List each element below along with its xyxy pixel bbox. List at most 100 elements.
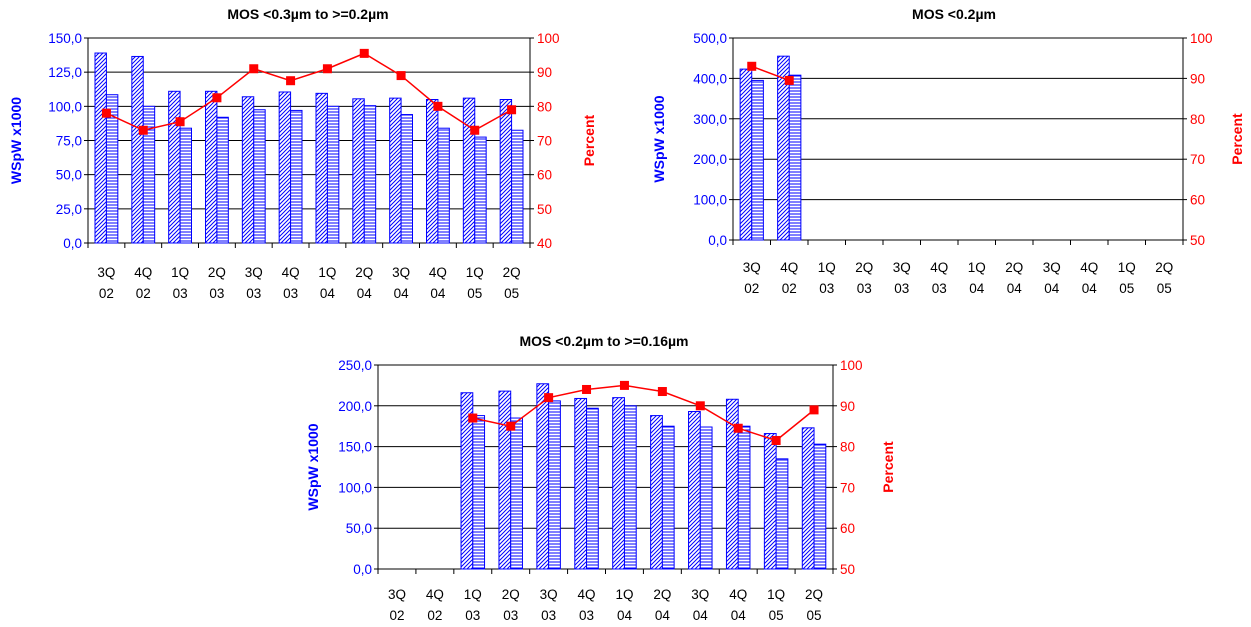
chart-mos-02-016: MOS <0.2µm to >=0.16µm 0,0 50,0 100,0 150,0 2…	[305, 333, 896, 623]
bar-horizontal	[179, 127, 193, 244]
x-tick-label: 3Q 04	[1043, 260, 1061, 296]
chart-title: MOS <0.3µm to >=0.2µm	[227, 6, 388, 22]
bar-horizontal	[510, 417, 523, 570]
chart-mos-02: MOS <0.2µm 0,0 100,0 200,0 300,0 400,0 500,0 50…	[651, 6, 1245, 296]
y-tick-label: 125,0	[48, 65, 82, 80]
chart-mos-03-02: MOS <0.3µm to >=0.2µm 0,0 25,0 50,0 75,0 100,…	[8, 6, 597, 301]
percent-marker	[396, 71, 406, 81]
bar-horizontal	[737, 425, 751, 570]
x-tick-label: 3Q 04	[392, 265, 410, 301]
y2-tick-label: 70	[1190, 152, 1205, 167]
percent-marker	[359, 48, 369, 58]
percent-marker	[544, 393, 554, 403]
y2-tick-label: 80	[537, 99, 552, 114]
y-axis-label: WSpW x1000	[651, 95, 667, 182]
bar-horizontal	[363, 105, 377, 244]
y2-tick-label: 60	[1190, 193, 1205, 208]
x-tick-label: 1Q 05	[1118, 260, 1136, 296]
bar-diagonal	[278, 91, 292, 244]
x-tick-label: 1Q 05	[767, 587, 785, 623]
y-tick-label: 250,0	[338, 358, 372, 373]
bar-diagonal	[536, 383, 550, 570]
y-tick-label: 0,0	[353, 562, 372, 577]
x-tick-label: 1Q 05	[466, 265, 484, 301]
x-tick-label: 1Q 04	[968, 260, 986, 296]
y2-tick-label: 90	[1190, 71, 1205, 86]
bar-horizontal	[775, 458, 789, 570]
bar-horizontal	[326, 105, 340, 244]
bar-horizontal	[142, 105, 156, 244]
x-tick-label: 1Q 04	[318, 265, 336, 301]
percent-marker	[138, 125, 148, 135]
percent-marker	[733, 423, 743, 433]
bar-diagonal	[739, 68, 753, 241]
y2-tick-label: 70	[537, 134, 552, 149]
x-tick-label: 1Q 03	[818, 260, 836, 296]
bar-diagonal	[688, 411, 701, 570]
y2-tick-label: 90	[537, 65, 552, 80]
percent-marker	[286, 76, 296, 86]
percent-marker	[657, 387, 667, 397]
y-axis-label: WSpW x1000	[305, 423, 321, 510]
x-tick-label: 1Q 03	[464, 587, 482, 623]
percent-marker	[771, 435, 781, 445]
percent-marker	[322, 64, 332, 74]
bar-horizontal	[699, 426, 713, 570]
bar-horizontal	[105, 94, 119, 244]
x-tick-label: 3Q 02	[743, 260, 761, 296]
y2-axis-label: Percent	[581, 114, 597, 166]
bar-horizontal	[813, 443, 827, 570]
bar-diagonal	[389, 97, 402, 244]
y-tick-label: 50,0	[56, 168, 82, 183]
y2-tick-label: 80	[1190, 112, 1205, 127]
x-tick-label: 1Q 03	[171, 265, 189, 301]
x-tick-label: 3Q 03	[893, 260, 911, 296]
y2-tick-label: 50	[537, 202, 552, 217]
x-tick-label: 4Q 03	[578, 587, 596, 623]
bar-horizontal	[788, 74, 802, 241]
percent-marker	[212, 93, 222, 103]
percent-marker	[101, 108, 111, 118]
y2-tick-label: 60	[537, 168, 552, 183]
bar-diagonal	[241, 96, 255, 244]
bar-diagonal	[315, 92, 328, 244]
percent-line	[751, 65, 790, 82]
x-tick-label: 4Q 03	[930, 260, 948, 296]
x-tick-label: 2Q 04	[355, 265, 373, 301]
percent-marker	[747, 61, 757, 71]
percent-marker	[695, 401, 705, 411]
x-tick-label: 3Q 02	[97, 265, 115, 301]
chart-title: MOS <0.2µm to >=0.16µm	[519, 333, 688, 349]
bar-horizontal	[548, 400, 561, 570]
x-tick-label: 4Q 02	[780, 260, 798, 296]
bar-diagonal	[763, 433, 777, 570]
bar-horizontal	[290, 109, 303, 244]
bar-horizontal	[216, 116, 229, 244]
percent-marker	[809, 405, 819, 415]
bar-diagonal	[425, 99, 439, 244]
percent-marker	[468, 413, 478, 423]
x-tick-label: 2Q 05	[1155, 260, 1173, 296]
y-tick-label: 0,0	[708, 233, 727, 248]
y2-tick-label: 100	[840, 358, 863, 373]
y-tick-label: 200,0	[693, 152, 727, 167]
bar-horizontal	[751, 79, 764, 241]
bar-horizontal	[472, 415, 486, 570]
bar-horizontal	[253, 109, 266, 244]
percent-marker	[175, 117, 185, 127]
y-tick-label: 150,0	[338, 440, 372, 455]
x-tick-label: 2Q 05	[503, 265, 521, 301]
y-tick-label: 150,0	[48, 31, 82, 46]
bar-diagonal	[498, 390, 512, 570]
x-tick-label: 3Q 03	[245, 265, 263, 301]
chart-title: MOS <0.2µm	[912, 6, 996, 22]
x-tick-label: 4Q 02	[426, 587, 444, 623]
bar-diagonal	[168, 90, 181, 244]
x-tick-label: 4Q 03	[282, 265, 300, 301]
percent-line	[106, 52, 512, 132]
y-tick-label: 400,0	[693, 71, 727, 86]
bar-horizontal	[400, 114, 414, 244]
y2-tick-label: 90	[840, 399, 855, 414]
y2-tick-label: 70	[840, 480, 855, 495]
bar-horizontal	[586, 407, 599, 570]
